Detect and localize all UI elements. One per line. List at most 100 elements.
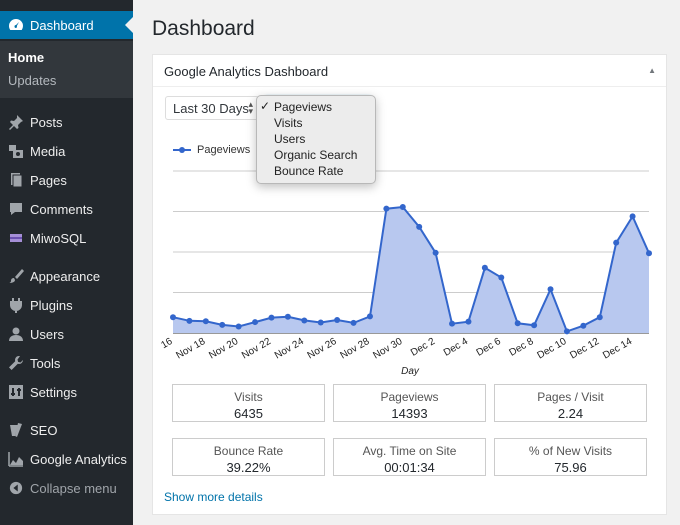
- data-point: [268, 314, 275, 321]
- data-point: [252, 319, 259, 326]
- option-users[interactable]: Users: [274, 132, 306, 146]
- option-bounce-rate[interactable]: Bounce Rate: [274, 164, 344, 178]
- data-point: [416, 223, 423, 230]
- menu-settings-label: Settings: [30, 384, 77, 400]
- date-range-value: Last 30 Days: [173, 100, 249, 116]
- menu-dashboard[interactable]: Dashboard: [0, 11, 133, 39]
- data-point: [547, 286, 554, 293]
- option-visits[interactable]: Visits: [274, 116, 303, 130]
- data-point: [481, 264, 488, 271]
- menu-users[interactable]: Users: [0, 320, 133, 348]
- menu-google-analytics[interactable]: Google Analytics: [0, 445, 133, 473]
- x-tick-label: Nov 18: [174, 336, 207, 362]
- x-tick-labels: 16 Nov 18 Nov 20 Nov 22 Nov 24 Nov 26 Nov 28 No…: [159, 336, 634, 362]
- menu-appearance[interactable]: Appearance: [0, 262, 133, 290]
- data-point: [350, 319, 357, 326]
- stat-pageviews: Pageviews 14393: [333, 384, 486, 422]
- stat-label: Pageviews: [380, 390, 439, 404]
- date-range-select[interactable]: Last 30 Days ▴ ▾: [165, 96, 259, 120]
- stat-bounce-rate: Bounce Rate 39.22%: [172, 438, 325, 476]
- submenu-home[interactable]: Home: [8, 50, 45, 65]
- page-title: Dashboard: [152, 17, 255, 40]
- submenu-updates[interactable]: Updates: [8, 73, 57, 88]
- data-point: [334, 317, 341, 324]
- x-tick-label: Nov 26: [306, 336, 339, 362]
- stat-label: Bounce Rate: [213, 444, 284, 458]
- x-axis-title: Day: [401, 366, 420, 377]
- stat-label: % of New Visits: [528, 444, 613, 458]
- x-tick-label: Dec 14: [601, 336, 634, 362]
- data-point: [514, 320, 521, 327]
- legend-swatch-icon: [173, 146, 191, 154]
- x-tick-label: Dec 10: [535, 336, 568, 362]
- dashboard-submenu: Home Updates: [0, 41, 133, 98]
- show-more-details-link[interactable]: Show more details: [164, 490, 263, 504]
- data-point: [284, 313, 291, 320]
- wrench-icon: [6, 353, 26, 373]
- data-point: [449, 320, 456, 327]
- pageviews-points: [170, 204, 652, 335]
- data-point: [301, 317, 308, 324]
- stat-label: Visits: [234, 390, 263, 404]
- chart-area-icon: [6, 449, 26, 469]
- option-pageviews[interactable]: Pageviews: [274, 100, 333, 114]
- user-icon: [6, 324, 26, 344]
- menu-comments[interactable]: Comments: [0, 195, 133, 223]
- x-tick-label: Dec 2: [409, 336, 438, 359]
- stat-value: 2.24: [557, 406, 584, 421]
- data-point: [629, 213, 636, 220]
- stat-value: 14393: [391, 406, 428, 421]
- menu-appearance-label: Appearance: [30, 268, 101, 284]
- menu-posts[interactable]: Posts: [0, 108, 133, 136]
- option-organic-search[interactable]: Organic Search: [274, 148, 358, 162]
- data-point: [580, 322, 587, 329]
- stat-visits: Visits 6435: [172, 384, 325, 422]
- menu-miwosql[interactable]: MiwoSQL: [0, 224, 133, 252]
- chart-legend: Pageviews: [173, 144, 250, 156]
- x-tick-label: Nov 30: [371, 336, 404, 362]
- x-tick-label: Nov 22: [240, 336, 273, 362]
- menu-pages[interactable]: Pages: [0, 166, 133, 194]
- menu-plugins-label: Plugins: [30, 297, 73, 313]
- menu-media[interactable]: Media: [0, 137, 133, 165]
- stat-new-visits: % of New Visits 75.96: [494, 438, 647, 476]
- x-tick-label: Dec 6: [475, 336, 504, 359]
- plugin-icon: [6, 295, 26, 315]
- menu-plugins[interactable]: Plugins: [0, 291, 133, 319]
- collapse-toggle-icon[interactable]: ▲: [648, 66, 656, 75]
- data-point: [465, 318, 472, 325]
- widget-header[interactable]: Google Analytics Dashboard ▲: [153, 55, 666, 87]
- menu-settings[interactable]: Settings: [0, 378, 133, 406]
- menu-google-analytics-label: Google Analytics: [30, 451, 127, 467]
- stat-value: 39.22%: [226, 460, 271, 475]
- data-point: [383, 205, 390, 212]
- data-point: [498, 274, 505, 281]
- menu-media-label: Media: [30, 143, 66, 159]
- menu-pages-label: Pages: [30, 172, 67, 188]
- menu-posts-label: Posts: [30, 114, 63, 130]
- menu-seo[interactable]: SEO: [0, 416, 133, 444]
- collapse-menu-button[interactable]: Collapse menu: [0, 474, 133, 502]
- data-point: [170, 314, 176, 321]
- menu-tools[interactable]: Tools: [0, 349, 133, 377]
- data-point: [366, 313, 373, 320]
- x-tick-label: Nov 20: [207, 336, 240, 362]
- data-point: [186, 317, 193, 324]
- data-point: [399, 204, 406, 211]
- x-tick-label: Nov 28: [339, 336, 372, 362]
- stat-avg-time: Avg. Time on Site 00:01:34: [333, 438, 486, 476]
- stat-value: 6435: [234, 406, 263, 421]
- data-point: [646, 250, 652, 257]
- stat-label: Avg. Time on Site: [362, 444, 457, 458]
- stat-label: Pages / Visit: [537, 390, 604, 404]
- pageviews-chart: 16 Nov 18 Nov 20 Nov 22 Nov 24 Nov 26 Nov 28 No…: [159, 170, 652, 377]
- pages-icon: [6, 170, 26, 190]
- data-point: [613, 239, 620, 246]
- collapse-menu-label: Collapse menu: [30, 480, 117, 496]
- widget-title: Google Analytics Dashboard: [164, 64, 329, 79]
- database-icon: [6, 228, 26, 248]
- x-tick-label: Dec 8: [507, 336, 536, 359]
- media-icon: [6, 141, 26, 161]
- checkmark-icon: ✓: [260, 99, 271, 113]
- seo-logo-icon: [6, 420, 26, 440]
